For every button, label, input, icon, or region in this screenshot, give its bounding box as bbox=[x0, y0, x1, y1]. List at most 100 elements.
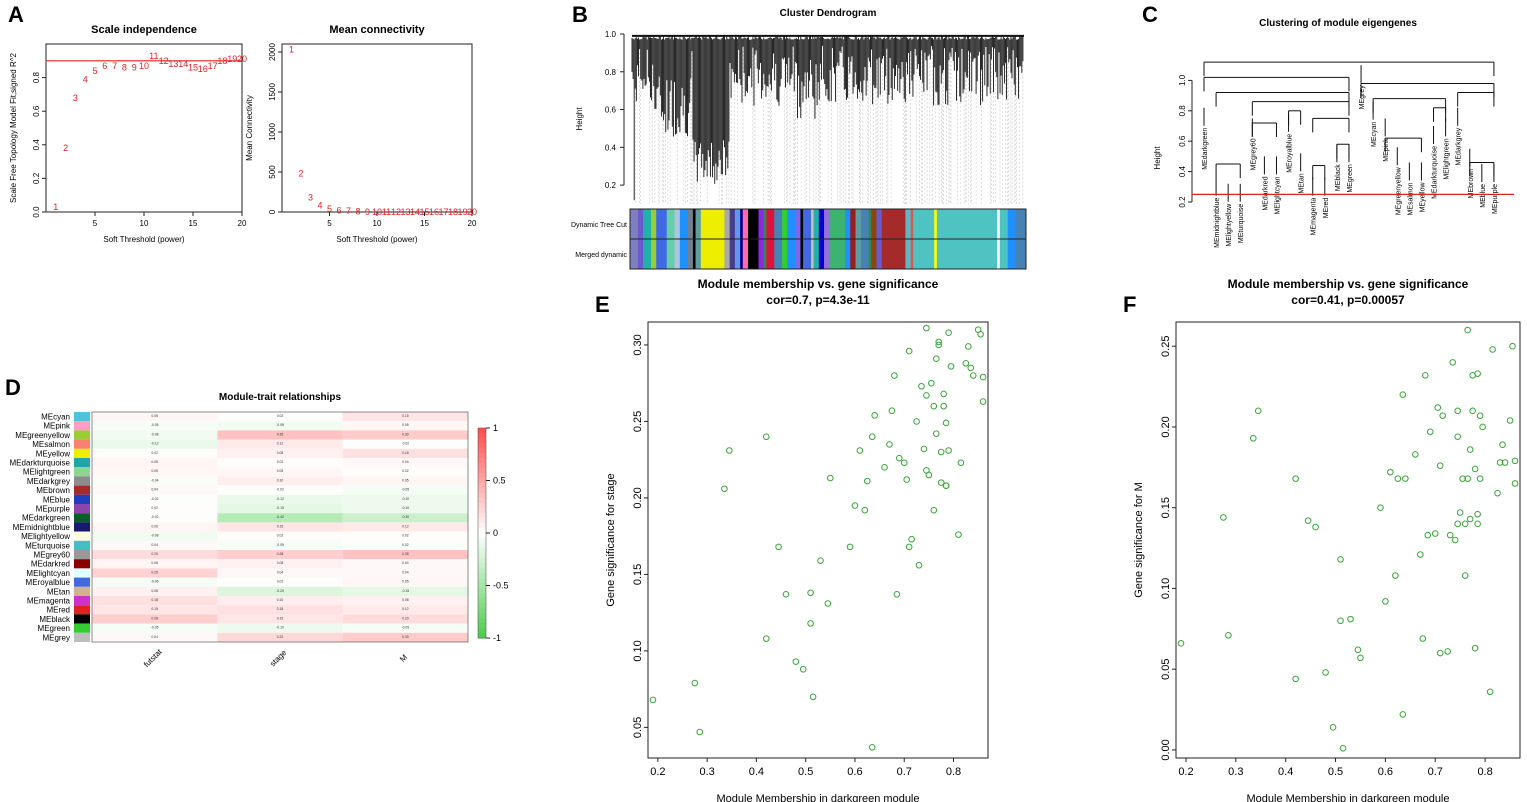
leaf-label: MEcyan bbox=[1371, 122, 1378, 147]
y-tick-label: 0.2 bbox=[32, 172, 41, 184]
heatmap-cell bbox=[92, 614, 218, 624]
data-point bbox=[1357, 654, 1364, 662]
heatmap-frame bbox=[91, 411, 469, 643]
module-label: MEgreenyellow bbox=[15, 431, 70, 440]
module-swatch bbox=[74, 605, 90, 615]
plot-frame bbox=[1175, 321, 1521, 759]
leaf-label: MEpink bbox=[1383, 138, 1390, 162]
data-point bbox=[1494, 489, 1501, 497]
leaf-label: MEdarkturquoise bbox=[1432, 146, 1439, 199]
chart-subtitle: cor=0.41, p=0.00057 bbox=[1291, 293, 1405, 307]
panel-letter-c: C bbox=[1142, 2, 1158, 27]
y-tick-label: 0.2 bbox=[1178, 196, 1187, 208]
data-point bbox=[1312, 523, 1319, 531]
heatmap-cell-value: -0.12 bbox=[151, 442, 159, 446]
heatmap-cell-value: -0.08 bbox=[151, 534, 159, 538]
leaf-label: MEtan bbox=[1299, 173, 1306, 193]
data-point bbox=[649, 696, 657, 704]
data-point bbox=[905, 347, 913, 355]
heatmap-cell bbox=[342, 412, 468, 422]
data-point bbox=[1446, 531, 1454, 539]
connectivity-point: 18 bbox=[448, 207, 458, 217]
data-point bbox=[937, 448, 945, 456]
heatmap-cell-value: 0.05 bbox=[402, 580, 409, 584]
x-axis-label: Soft Threshold (power) bbox=[103, 235, 185, 244]
power-point: 5 bbox=[92, 66, 97, 76]
connectivity-point: 9 bbox=[365, 207, 370, 217]
data-point bbox=[913, 418, 920, 425]
heatmap-cell bbox=[342, 448, 468, 458]
heatmap-cell bbox=[92, 531, 218, 541]
heatmap-cell-value: 0.12 bbox=[277, 442, 284, 446]
x-tick-label: 0.3 bbox=[699, 766, 714, 778]
module-label: MEdarkgreen bbox=[22, 514, 70, 523]
x-tick-label: 0.5 bbox=[1328, 766, 1343, 778]
leaf-label: MEblack bbox=[1335, 164, 1342, 191]
leaf-label: MEgrey60 bbox=[1250, 138, 1257, 170]
heatmap-cell bbox=[342, 586, 468, 596]
module-swatch bbox=[74, 586, 90, 596]
data-point bbox=[1416, 551, 1424, 558]
data-point bbox=[928, 379, 935, 387]
legend-gradient-step bbox=[478, 458, 486, 464]
x-tick-label: 0.8 bbox=[1477, 766, 1492, 778]
connectivity-point: 7 bbox=[346, 206, 351, 216]
power-point: 6 bbox=[102, 61, 107, 71]
data-point bbox=[935, 341, 943, 349]
module-swatch bbox=[74, 439, 90, 449]
heatmap-cell bbox=[92, 421, 218, 431]
legend-gradient-step bbox=[478, 498, 486, 504]
data-point bbox=[1471, 644, 1479, 652]
heatmap-cell-value: 0.10 bbox=[277, 478, 284, 482]
leaf-label: MEdarkred bbox=[1262, 176, 1269, 210]
heatmap-cell bbox=[92, 559, 218, 569]
data-point bbox=[886, 441, 893, 448]
leaf-label: MEgrey bbox=[1359, 85, 1366, 110]
module-swatch bbox=[74, 596, 90, 606]
module-label: MEdarkturquoise bbox=[10, 459, 71, 468]
heatmap-cell bbox=[92, 476, 218, 486]
heatmap-cell-value: -0.10 bbox=[401, 497, 409, 501]
y-tick-label: 1.0 bbox=[1178, 74, 1187, 86]
data-point bbox=[969, 372, 977, 379]
y-tick-label: 1.0 bbox=[605, 30, 617, 39]
data-point bbox=[1511, 480, 1519, 487]
legend-gradient-step bbox=[478, 493, 486, 499]
module-swatch bbox=[74, 513, 90, 523]
leaf-label: MEroyalblue bbox=[1287, 134, 1294, 173]
heatmap-cell bbox=[92, 568, 218, 578]
module-swatch bbox=[74, 494, 90, 504]
x-tick-label: 15 bbox=[420, 219, 429, 228]
data-point bbox=[925, 471, 933, 479]
data-point bbox=[935, 338, 943, 346]
module-swatch bbox=[74, 448, 90, 458]
heatmap-cell bbox=[342, 504, 468, 514]
heatmap-cell bbox=[92, 550, 218, 560]
x-tick-label: 15 bbox=[189, 219, 198, 228]
chart-title: Clustering of module eigengenes bbox=[1259, 18, 1417, 29]
data-point bbox=[871, 412, 878, 419]
heatmap-cell-value: 0.04 bbox=[402, 460, 409, 464]
panel-letter-f: F bbox=[1123, 292, 1136, 317]
x-tick-label: 0.2 bbox=[650, 766, 665, 778]
power-point: 10 bbox=[139, 61, 149, 71]
heatmap-cell-value: 0.30 bbox=[402, 432, 409, 436]
heatmap-cell-value: 0.08 bbox=[151, 589, 158, 593]
data-point bbox=[942, 482, 950, 489]
y-tick-label: 0.05 bbox=[632, 717, 644, 738]
heatmap-cell-value: -0.30 bbox=[401, 515, 409, 519]
heatmap-cell-value: 0.15 bbox=[151, 607, 158, 611]
data-point bbox=[932, 355, 940, 363]
heatmap-cell-value: 0.02 bbox=[151, 506, 158, 510]
power-point: 11 bbox=[149, 51, 158, 61]
data-point bbox=[945, 329, 952, 337]
module-swatch bbox=[74, 614, 90, 624]
chart-title: Module membership vs. gene significance bbox=[698, 277, 939, 291]
module-label: MEturquoise bbox=[25, 541, 70, 550]
x-tick-label: 0.2 bbox=[1178, 766, 1193, 778]
power-point: 4 bbox=[83, 74, 88, 84]
data-point bbox=[1249, 434, 1257, 442]
panel-letter-a: A bbox=[8, 2, 24, 27]
leaf-label: MEsalmon bbox=[1407, 182, 1414, 215]
